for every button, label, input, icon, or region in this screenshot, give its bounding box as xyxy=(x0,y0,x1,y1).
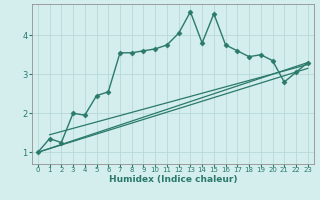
X-axis label: Humidex (Indice chaleur): Humidex (Indice chaleur) xyxy=(108,175,237,184)
